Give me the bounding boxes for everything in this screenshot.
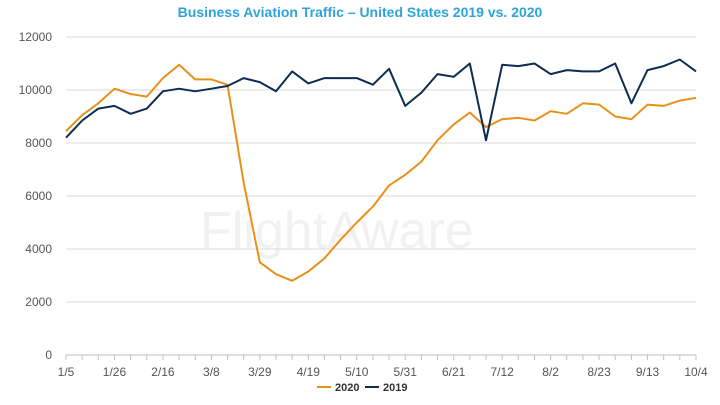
x-tick-label: 6/21	[442, 365, 466, 379]
y-tick-label: 2000	[25, 295, 52, 309]
y-tick-label: 6000	[25, 189, 52, 203]
x-tick-label: 5/10	[345, 365, 369, 379]
y-tick-label: 12000	[19, 30, 53, 44]
watermark-text: FlightAware	[200, 202, 474, 260]
x-tick-label: 10/4	[684, 365, 708, 379]
x-tick-label: 1/5	[58, 365, 75, 379]
axes: 0 2000 4000 6000 8000 10000 12000 1/5 1/26 2/16 3/…	[19, 30, 708, 379]
x-tick-label: 1/26	[103, 365, 127, 379]
y-tick-label: 8000	[25, 136, 52, 150]
x-tick-label: 7/12	[490, 365, 514, 379]
x-tick-label: 4/19	[297, 365, 321, 379]
series-line-2020	[65, 63, 697, 282]
x-tick-label: 9/13	[636, 365, 660, 379]
x-tick-label: 3/29	[248, 365, 272, 379]
x-tick-label: 8/23	[587, 365, 611, 379]
chart-title: Business Aviation Traffic – United State…	[177, 4, 543, 20]
y-tick-label: 10000	[19, 83, 53, 97]
y-tick-label: 4000	[25, 242, 52, 256]
x-tick-label: 5/31	[394, 365, 418, 379]
legend: 2020 2019	[317, 382, 407, 394]
y-tick-label: 0	[45, 348, 52, 362]
series-line-2019	[65, 58, 697, 142]
legend-label-2019: 2019	[383, 382, 407, 394]
x-tick-label: 2/16	[151, 365, 175, 379]
series-lines	[65, 58, 697, 282]
x-tick-label: 8/2	[542, 365, 559, 379]
x-tick-label: 3/8	[203, 365, 220, 379]
legend-label-2020: 2020	[335, 382, 359, 394]
